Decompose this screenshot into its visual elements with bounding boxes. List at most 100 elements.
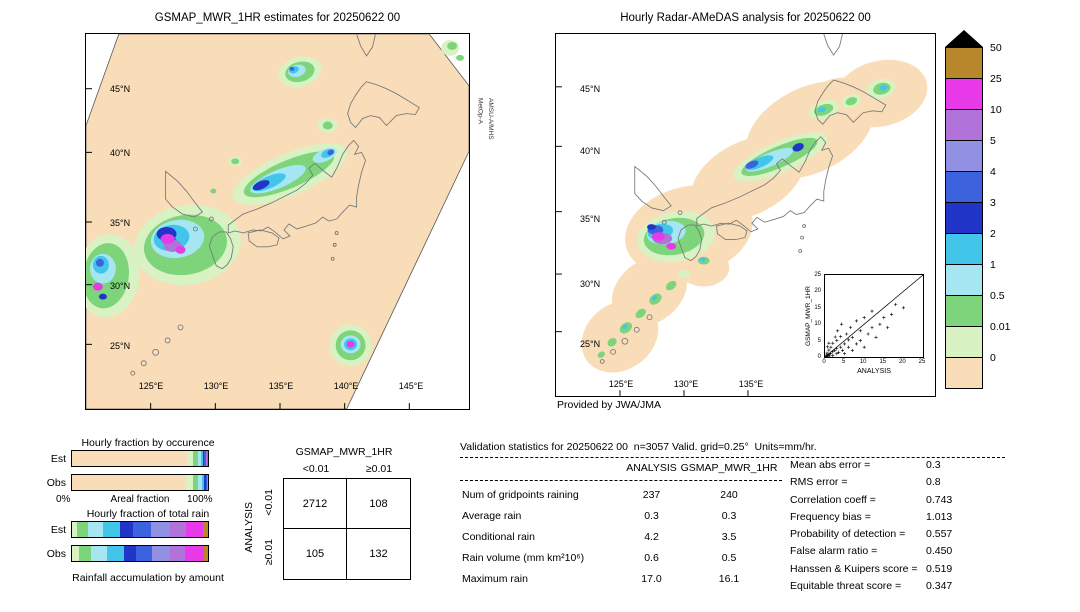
bar-segment xyxy=(204,451,206,466)
stacked-bar-est xyxy=(71,521,209,538)
bar-segment xyxy=(135,546,153,561)
bar-segment xyxy=(169,546,185,561)
stat-analysis-value: 0.6 xyxy=(644,551,659,564)
score-line: Mean abs error = 0.3 xyxy=(790,459,941,476)
divider-mid xyxy=(460,480,782,481)
right-map: 45°N 40°N 35°N 30°N 25°N 125°E 130°E 135… xyxy=(555,33,936,397)
score-label: Equitable threat score = xyxy=(790,580,902,593)
colorbar-cell: 0.5 xyxy=(945,290,1005,327)
lon-label: 130°E xyxy=(673,379,699,389)
bar-segment xyxy=(206,451,208,466)
lon-label: 145°E xyxy=(398,381,424,391)
contingency-cell-01: 108 xyxy=(347,479,410,529)
contingency-col-header-1: ≥0.01 xyxy=(365,463,393,475)
bar-segment xyxy=(200,451,203,466)
occurrence-bars: Est Obs xyxy=(40,450,209,498)
contingency-cell-00: 2712 xyxy=(284,479,347,529)
bar-segment xyxy=(193,475,199,490)
left-map-title: GSMAP_MWR_1HR estimates for 20250622 00 xyxy=(154,12,401,24)
inset-xtick-label: 5 xyxy=(841,359,846,365)
score-value: 0.557 xyxy=(926,528,953,541)
bar-segment xyxy=(206,475,208,490)
contingency-cell-10: 105 xyxy=(284,529,347,579)
lon-label: 135°E xyxy=(738,379,764,389)
score-value: 0.519 xyxy=(926,562,953,575)
bar-segment xyxy=(193,451,198,466)
score-value: 0.8 xyxy=(926,476,941,489)
score-label: Mean abs error = xyxy=(790,459,871,471)
right-map-canvas xyxy=(556,34,928,396)
bar-segment xyxy=(202,522,208,537)
satellite-name: MetOp-A xyxy=(476,98,484,125)
stats-header: Validation statistics for 20250622 00 n=… xyxy=(460,441,817,453)
bar-segment xyxy=(88,522,104,537)
colorbar-cells: 50 25 10 5 4 3 2 1 0.5 0.01 0 xyxy=(945,42,1010,389)
bar-row-label: Est xyxy=(50,523,66,536)
lat-label: 40°N xyxy=(580,146,601,156)
lat-label: 35°N xyxy=(110,218,131,228)
bar-segment xyxy=(204,475,206,490)
coastlines xyxy=(130,34,420,376)
inset-xtick-label: 0 xyxy=(822,359,826,365)
contingency-title: GSMAP_MWR_1HR xyxy=(295,446,393,458)
bar-row: Obs xyxy=(40,545,209,562)
stats-col-analysis: ANALYSIS xyxy=(626,462,677,474)
bar-segment xyxy=(207,451,208,466)
score-line: Probability of detection = 0.557 xyxy=(790,528,952,545)
colorbar-tick-label: 50 xyxy=(990,42,1002,54)
lon-label: 135°E xyxy=(268,381,294,391)
colorbar-tick-label: 1 xyxy=(990,259,996,271)
lat-label: 25°N xyxy=(580,339,601,349)
lat-label: 25°N xyxy=(110,341,131,351)
bar-segment xyxy=(119,522,134,537)
score-label: RMS error = xyxy=(790,476,848,489)
colorbar-tick-label: 10 xyxy=(990,104,1002,116)
bar-row-label: Obs xyxy=(46,476,66,489)
bar-segment xyxy=(123,546,136,561)
scatter-points xyxy=(825,302,905,357)
stats-row: Rain volume (mm km²10⁶) 0.6 0.5 xyxy=(462,547,779,568)
score-line: False alarm ratio = 0.450 xyxy=(790,545,952,562)
bar-row: Obs xyxy=(40,474,209,491)
right-map-title: Hourly Radar-AMeDAS analysis for 2025062… xyxy=(620,12,871,24)
bar-segment xyxy=(150,522,170,537)
score-label: False alarm ratio = xyxy=(790,545,878,558)
stacked-bar-obs xyxy=(71,474,209,491)
stats-row: Num of gridpoints raining 237 240 xyxy=(462,484,779,505)
left-map-canvas xyxy=(86,34,469,409)
score-line: Frequency bias = 1.013 xyxy=(790,511,952,528)
stat-label: Conditional rain xyxy=(462,530,535,543)
stats-row: Conditional rain 4.2 3.5 xyxy=(462,526,779,547)
stat-label: Rain volume (mm km²10⁶) xyxy=(462,551,585,564)
colorbar-cell: 0 xyxy=(945,352,996,389)
inset-ytick-label: 0 xyxy=(817,354,821,360)
bar-segment xyxy=(107,546,124,561)
score-line: RMS error = 0.8 xyxy=(790,476,941,493)
bar-segment xyxy=(202,451,205,466)
score-value: 0.450 xyxy=(926,545,953,558)
contingency-row-header-1: ≥0.01 xyxy=(263,539,275,566)
inset-ylabel-wrap: GSMAP_MWR_1HR xyxy=(805,274,812,358)
bar-segment xyxy=(186,522,203,537)
lon-label: 125°E xyxy=(138,381,164,391)
identity-line xyxy=(825,275,923,357)
bar-segment xyxy=(152,546,170,561)
colorbar-tick-label: 0 xyxy=(990,352,996,364)
lat-label: 45°N xyxy=(580,84,601,94)
stat-analysis-value: 17.0 xyxy=(641,572,662,585)
observation-swath xyxy=(86,34,469,409)
data-credit: Provided by JWA/JMA xyxy=(557,399,662,411)
stat-gsmap-value: 0.3 xyxy=(721,509,737,522)
left-precipitation-blobs xyxy=(86,39,465,367)
score-label: Hanssen & Kuipers score = xyxy=(790,562,918,575)
colorbar-cell: 10 xyxy=(945,104,1002,141)
bar-segment xyxy=(72,522,78,537)
bar-segment xyxy=(103,522,120,537)
colorbar-overflow-triangle xyxy=(945,30,983,47)
stats-rows: Num of gridpoints raining 237 240 Averag… xyxy=(462,484,779,589)
bar-segment xyxy=(203,546,208,561)
bar-segment xyxy=(169,522,187,537)
lon-label: 130°E xyxy=(203,381,229,391)
contingency-cell-11: 132 xyxy=(369,548,388,560)
